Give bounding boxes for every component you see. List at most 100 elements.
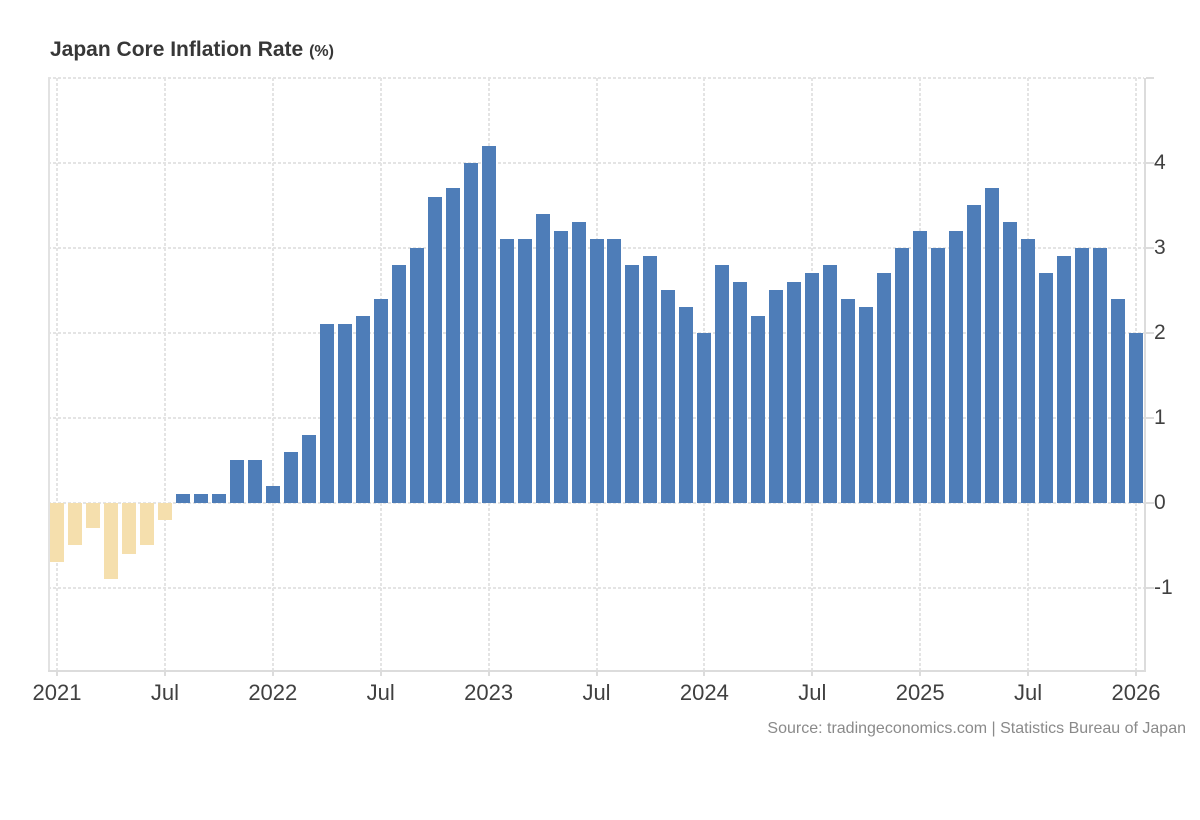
- y-axis-label--1: -1: [1154, 575, 1173, 599]
- bar-oct-2025[interactable]: [1075, 247, 1090, 503]
- gridline-x-2021: [56, 78, 58, 670]
- x-axis-label-2025: 2025: [895, 680, 945, 705]
- bar-jul-2025[interactable]: [1021, 239, 1036, 503]
- bar-may-2025[interactable]: [985, 188, 1000, 503]
- y-axis-label-2: 2: [1154, 320, 1166, 344]
- bar-nov-2024[interactable]: [877, 273, 892, 503]
- bar-may-2021[interactable]: [121, 502, 136, 554]
- source-attribution: Source: tradingeconomics.com | Statistic…: [767, 720, 1186, 737]
- bar-feb-2024[interactable]: [715, 264, 730, 503]
- y-tick-mark: [1146, 77, 1154, 79]
- x-tick-mark: [379, 670, 382, 676]
- bar-feb-2023[interactable]: [499, 239, 514, 503]
- bar-dec-2023[interactable]: [679, 307, 694, 503]
- y-axis-label-4: 4: [1154, 150, 1166, 174]
- bar-nov-2025[interactable]: [1093, 247, 1108, 503]
- x-axis-label-2026: 2026: [1111, 680, 1161, 705]
- bar-jun-2024[interactable]: [787, 281, 802, 503]
- bar-jan-2021[interactable]: [50, 502, 64, 563]
- bar-dec-2025[interactable]: [1111, 298, 1126, 503]
- bar-jul-2024[interactable]: [805, 273, 820, 503]
- bar-apr-2021[interactable]: [103, 502, 118, 580]
- bar-jan-2025[interactable]: [913, 230, 928, 503]
- bar-feb-2025[interactable]: [931, 247, 946, 503]
- bar-sep-2023[interactable]: [625, 264, 640, 503]
- bar-sep-2024[interactable]: [841, 298, 856, 503]
- bar-jan-2024[interactable]: [697, 332, 712, 503]
- bar-apr-2024[interactable]: [751, 315, 766, 503]
- bar-jul-2021[interactable]: [157, 502, 172, 520]
- x-tick-mark: [271, 670, 274, 676]
- x-axis-label-2024: 2024: [679, 680, 729, 705]
- x-tick-mark: [163, 670, 166, 676]
- y-axis-label-0: 0: [1154, 490, 1166, 514]
- bar-may-2022[interactable]: [337, 324, 352, 503]
- bar-oct-2023[interactable]: [643, 256, 658, 503]
- bar-mar-2022[interactable]: [301, 434, 316, 503]
- y-axis-label-1: 1: [1154, 405, 1166, 429]
- bar-apr-2025[interactable]: [967, 205, 982, 503]
- x-axis-label-Jul: Jul: [798, 680, 827, 705]
- chart-title-text: Japan Core Inflation Rate: [50, 38, 304, 61]
- y-tick-mark: [1146, 331, 1154, 334]
- x-axis-label-Jul: Jul: [150, 680, 179, 705]
- x-axis-label-Jul: Jul: [366, 680, 395, 705]
- x-tick-mark: [919, 670, 922, 676]
- bar-dec-2024[interactable]: [895, 247, 910, 503]
- bar-nov-2021[interactable]: [229, 460, 244, 503]
- y-tick-mark: [1146, 501, 1154, 504]
- bar-jan-2023[interactable]: [481, 145, 496, 503]
- bar-apr-2023[interactable]: [535, 213, 550, 503]
- x-axis-label-2023: 2023: [464, 680, 514, 705]
- bar-mar-2024[interactable]: [733, 281, 748, 503]
- bar-jun-2025[interactable]: [1003, 222, 1018, 503]
- y-tick-mark: [1146, 246, 1154, 249]
- x-axis-label-Jul: Jul: [1014, 680, 1043, 705]
- bar-jan-2026[interactable]: [1129, 332, 1143, 503]
- bar-jul-2023[interactable]: [589, 239, 604, 503]
- y-tick-mark: [1146, 161, 1154, 164]
- bar-may-2023[interactable]: [553, 230, 568, 503]
- bar-aug-2023[interactable]: [607, 239, 622, 503]
- gridline-x-Jul: [163, 78, 166, 670]
- bar-dec-2021[interactable]: [247, 460, 262, 503]
- bar-oct-2022[interactable]: [427, 196, 442, 503]
- bar-dec-2022[interactable]: [463, 162, 478, 503]
- y-axis-line: [1144, 78, 1146, 670]
- bar-jul-2022[interactable]: [373, 298, 388, 503]
- bar-aug-2022[interactable]: [391, 264, 406, 503]
- plot-area: [48, 77, 1154, 676]
- bar-jan-2022[interactable]: [265, 485, 280, 503]
- bar-mar-2021[interactable]: [85, 502, 100, 529]
- bar-sep-2022[interactable]: [409, 247, 424, 503]
- bar-feb-2021[interactable]: [67, 502, 82, 546]
- bar-oct-2021[interactable]: [211, 494, 226, 503]
- y-tick-mark: [1146, 586, 1154, 589]
- bar-may-2024[interactable]: [769, 290, 784, 503]
- plot-left-border: [48, 78, 50, 670]
- chart-title-unit: (%): [309, 43, 334, 60]
- x-axis-label-2021: 2021: [32, 680, 82, 705]
- gridline-x-2022: [271, 78, 274, 670]
- bar-apr-2022[interactable]: [319, 324, 334, 503]
- y-tick-mark: [1146, 416, 1154, 419]
- bar-oct-2024[interactable]: [859, 307, 874, 503]
- bar-jun-2022[interactable]: [355, 315, 370, 503]
- bar-aug-2025[interactable]: [1039, 273, 1054, 503]
- bar-sep-2021[interactable]: [193, 494, 208, 503]
- bar-jun-2023[interactable]: [571, 222, 586, 503]
- y-axis-label-3: 3: [1154, 235, 1166, 259]
- bar-aug-2021[interactable]: [175, 494, 190, 503]
- bar-mar-2023[interactable]: [517, 239, 532, 503]
- bar-aug-2024[interactable]: [823, 264, 838, 503]
- bar-nov-2023[interactable]: [661, 290, 676, 503]
- bar-sep-2025[interactable]: [1057, 256, 1072, 503]
- bar-nov-2022[interactable]: [445, 188, 460, 503]
- x-tick-mark: [1135, 670, 1137, 676]
- bar-jun-2021[interactable]: [139, 502, 154, 546]
- bar-mar-2025[interactable]: [949, 230, 964, 503]
- bar-feb-2022[interactable]: [283, 451, 298, 503]
- x-tick-mark: [56, 670, 58, 676]
- x-tick-mark: [487, 670, 490, 676]
